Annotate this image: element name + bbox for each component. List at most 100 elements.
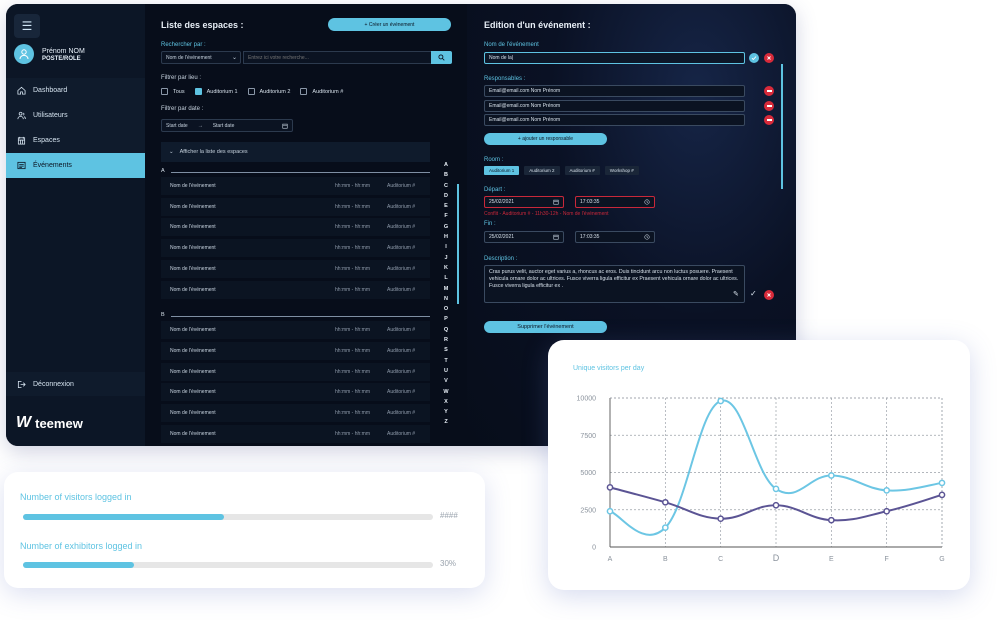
alphabet-letter[interactable]: X (444, 398, 448, 405)
date-range-picker[interactable]: Start date → Start date (161, 119, 293, 132)
edit-scrollbar[interactable] (781, 64, 783, 189)
table-row[interactable]: Nom de l'événement hh:mm - hh:mm Auditoriu… (161, 239, 430, 258)
series-point-2 (717, 515, 725, 523)
table-row[interactable]: Nom de l'événement hh:mm - hh:mm Auditoriu… (161, 404, 430, 422)
search-by-select[interactable]: Nom de l'événement ⌄ (161, 51, 241, 64)
remove-icon[interactable] (764, 101, 774, 111)
search-button[interactable] (431, 51, 452, 64)
users-icon (17, 111, 26, 120)
create-event-button[interactable]: + Créer un événement (328, 18, 451, 31)
depart-time-input[interactable]: 17:03:35 (575, 196, 655, 208)
alphabet-letter[interactable]: A (444, 162, 448, 168)
table-row[interactable]: Nom de l'événement hh:mm - hh:mm Auditoriu… (161, 362, 430, 381)
checkbox[interactable] (247, 88, 255, 95)
depart-label: Départ : (484, 187, 506, 193)
y-tick-label: 2500 (580, 507, 596, 514)
alphabet-letter[interactable]: D (444, 192, 448, 199)
room-chip[interactable]: Auditorium 2 (524, 166, 560, 175)
check-icon[interactable]: ✓ (750, 289, 757, 298)
event-name-input[interactable]: Nom de la| (484, 52, 745, 64)
confirm-icon[interactable] (749, 53, 759, 63)
sidebar-item-evenements[interactable]: Événements (6, 153, 145, 178)
alphabet-letter[interactable]: V (444, 378, 448, 385)
table-row[interactable]: Nom de l'événement hh:mm - hh:mm Auditoriu… (161, 218, 430, 237)
table-row[interactable]: Nom de l'événement hh:mm - hh:mm Auditoriu… (161, 259, 430, 278)
table-row[interactable]: Nom de l'événement hh:mm - hh:mm Auditoriu… (161, 280, 430, 299)
search-input[interactable] (243, 51, 431, 64)
visitors-progress-fill (23, 514, 224, 520)
table-row[interactable]: Nom de l'événement hh:mm - hh:mm Auditoriu… (161, 341, 430, 360)
table-row[interactable]: Nom de l'événement hh:mm - hh:mm Auditoriu… (161, 321, 430, 340)
table-row[interactable]: Nom de l'événement hh:mm - hh:mm Auditoriu… (161, 383, 430, 402)
event-time: hh:mm - hh:mm (335, 389, 371, 396)
sidebar-item-utilisateurs[interactable]: Utilisateurs (6, 103, 145, 128)
alphabet-letter[interactable]: W (443, 388, 449, 395)
alphabet-letter[interactable]: I (445, 244, 447, 251)
edit-pencil-icon[interactable]: ✎ (733, 291, 739, 298)
fin-date-input[interactable]: 25/02/2021 (484, 231, 564, 243)
checkbox[interactable] (161, 88, 168, 95)
delete-event-button[interactable]: Supprimer l'événement (484, 321, 607, 333)
table-row[interactable]: Nom de l'événement hh:mm - hh:mm Auditoriu… (161, 177, 430, 195)
cancel-icon[interactable] (764, 290, 774, 300)
calendar-list-icon (17, 161, 26, 170)
sidebar-item-dashboard[interactable]: Dashboard (6, 78, 145, 103)
responsable-field[interactable]: Email@email.com Nom Prénom (484, 114, 745, 126)
group-letter: A (161, 168, 165, 174)
alphabet-letter[interactable]: F (444, 213, 448, 220)
alphabet-letter[interactable]: T (444, 357, 448, 364)
alphabet-letter[interactable]: E (444, 203, 448, 210)
filter-auditorium-n[interactable]: Auditorium # (300, 88, 343, 95)
remove-icon[interactable] (764, 115, 774, 125)
alphabet-letter[interactable]: K (444, 264, 448, 271)
event-place: Auditorium # (387, 183, 416, 189)
sidebar-item-espaces[interactable]: Espaces (6, 128, 145, 153)
cancel-icon[interactable] (764, 53, 774, 63)
responsable-field[interactable]: Email@email.com Nom Prénom (484, 100, 745, 112)
alphabet-letter[interactable]: S (444, 347, 448, 354)
room-chip[interactable]: Auditorium 1 (484, 166, 520, 175)
room-label: Room : (484, 157, 504, 163)
description-textarea[interactable]: Cras purus velit, auctor eget varius a, … (484, 265, 745, 303)
filter-tous[interactable]: Tous (161, 88, 185, 95)
alphabet-letter[interactable]: H (444, 234, 448, 241)
alphabet-letter[interactable]: Z (444, 419, 448, 426)
depart-date-input[interactable]: 25/02/2021 (484, 196, 564, 208)
table-row[interactable]: Nom de l'événement hh:mm - hh:mm Auditoriu… (161, 424, 430, 443)
clock-icon (644, 234, 650, 240)
show-spaces-accordion[interactable]: ⌄ Afficher la liste des espaces (161, 142, 430, 162)
checkbox[interactable] (194, 88, 202, 95)
profile[interactable]: Prénom NOM POSTE/ROLE (14, 44, 85, 64)
alphabet-letter[interactable]: R (444, 337, 448, 344)
clock-icon (644, 199, 650, 205)
alphabet-letter[interactable]: N (444, 295, 448, 302)
alphabet-letter[interactable]: M (443, 285, 449, 292)
alphabet-letter[interactable]: C (444, 182, 448, 189)
responsable-field[interactable]: Email@email.com Nom Prénom (484, 85, 745, 97)
alphabet-letter[interactable]: U (444, 367, 448, 374)
list-scrollbar[interactable] (457, 184, 459, 304)
fin-time-input[interactable]: 17:03:35 (575, 231, 655, 243)
alphabet-letter[interactable]: G (443, 223, 449, 230)
add-responsable-button[interactable]: + ajouter un responsable (484, 133, 607, 145)
room-chip[interactable]: Auditorium # (564, 166, 600, 175)
exhibitors-value: 30% (440, 559, 457, 568)
logout-button[interactable]: Déconnexion (6, 372, 145, 396)
menu-toggle-icon[interactable]: ☰ (14, 14, 40, 38)
alphabet-letter[interactable]: P (444, 316, 448, 323)
remove-icon[interactable] (764, 86, 774, 96)
exhibitors-progress-bar (23, 562, 433, 568)
event-place: Auditorium # (387, 327, 416, 334)
alphabet-letter[interactable]: L (444, 275, 448, 282)
checkbox[interactable] (300, 88, 308, 95)
alphabet-letter[interactable]: Y (444, 409, 448, 416)
room-chip[interactable]: Workshop # (604, 166, 639, 175)
alphabet-letter[interactable]: J (444, 254, 448, 261)
table-row[interactable]: Nom de l'événement hh:mm - hh:mm Auditoriu… (161, 197, 430, 216)
alphabet-letter[interactable]: O (443, 306, 449, 313)
alphabet-letter[interactable]: B (444, 172, 448, 179)
alphabet-letter[interactable]: Q (443, 326, 449, 333)
list-title: Liste des espaces : (161, 20, 244, 30)
filter-auditorium-2[interactable]: Auditorium 2 (247, 88, 290, 95)
filter-auditorium-1[interactable]: Auditorium 1 (194, 88, 238, 95)
